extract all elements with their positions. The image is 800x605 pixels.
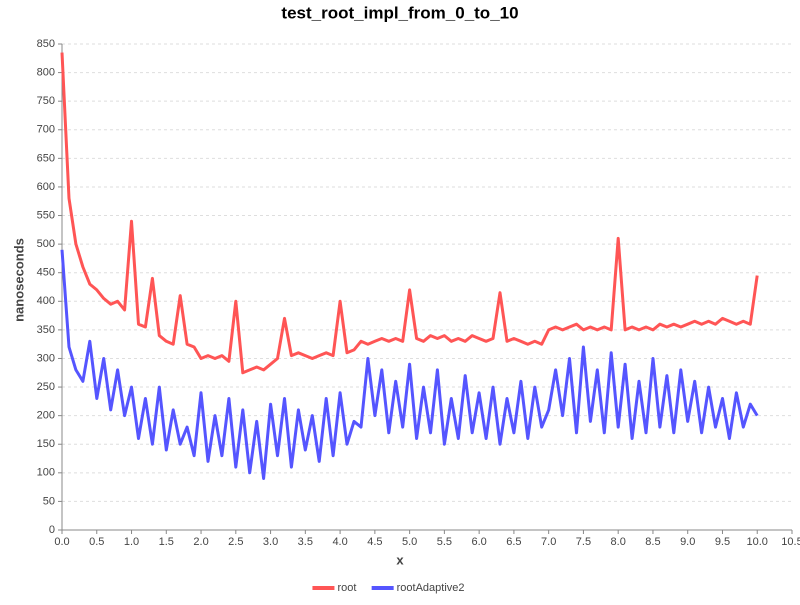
x-tick-label: 2.0: [193, 536, 208, 548]
x-axis-label: x: [396, 552, 404, 567]
x-tick-label: 0.0: [54, 536, 69, 548]
x-tick-label: 5.0: [402, 536, 417, 548]
x-tick-label: 9.5: [715, 536, 730, 548]
x-tick-label: 6.5: [506, 536, 521, 548]
y-tick-label: 750: [37, 95, 55, 107]
x-tick-label: 3.5: [298, 536, 313, 548]
y-tick-label: 400: [37, 295, 55, 307]
x-tick-label: 7.5: [576, 536, 591, 548]
x-tick-label: 5.5: [437, 536, 452, 548]
x-tick-label: 0.5: [89, 536, 104, 548]
legend-label: rootAdaptive2: [397, 582, 465, 594]
y-tick-label: 350: [37, 324, 55, 336]
x-tick-label: 6.0: [471, 536, 486, 548]
y-tick-label: 700: [37, 124, 55, 136]
y-tick-label: 600: [37, 181, 55, 193]
x-tick-label: 2.5: [228, 536, 243, 548]
series-line: [60, 249, 759, 480]
chart-title: test_root_impl_from_0_to_10: [281, 3, 518, 22]
x-tick-label: 3.0: [263, 536, 278, 548]
x-tick-label: 1.0: [124, 536, 139, 548]
y-tick-label: 650: [37, 152, 55, 164]
y-tick-label: 200: [37, 410, 55, 422]
x-tick-label: 1.5: [159, 536, 174, 548]
series-line: [60, 52, 759, 375]
y-axis-label: nanoseconds: [11, 238, 26, 322]
x-tick-label: 7.0: [541, 536, 556, 548]
y-tick-label: 450: [37, 267, 55, 279]
y-tick-label: 250: [37, 381, 55, 393]
y-tick-label: 50: [43, 495, 55, 507]
y-tick-label: 300: [37, 352, 55, 364]
y-tick-label: 850: [37, 38, 55, 50]
x-tick-label: 4.5: [367, 536, 382, 548]
x-tick-label: 10.5: [781, 536, 800, 548]
legend-label: root: [337, 582, 356, 594]
x-tick-label: 8.0: [611, 536, 626, 548]
x-tick-label: 10.0: [747, 536, 768, 548]
y-tick-label: 100: [37, 467, 55, 479]
x-tick-label: 4.0: [332, 536, 347, 548]
x-tick-label: 8.5: [645, 536, 660, 548]
x-tick-label: 9.0: [680, 536, 695, 548]
y-tick-label: 500: [37, 238, 55, 250]
y-tick-label: 800: [37, 66, 55, 78]
y-tick-label: 0: [49, 524, 55, 536]
y-tick-label: 550: [37, 209, 55, 221]
y-tick-label: 150: [37, 438, 55, 450]
